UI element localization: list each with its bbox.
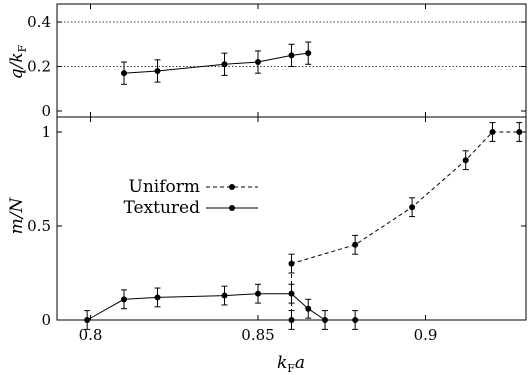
bottom-uniform-point [462,157,469,164]
legend-label-uniform: Uniform [129,177,201,197]
bottom-textured-point [221,292,228,299]
top-series0-point [221,61,228,68]
bottom-panel: 0 0.5 1 0.8 0.85 0.9 [27,116,527,344]
bottom-textured-point [352,317,359,323]
bottom-textured-point [154,294,161,301]
top-ylabel: q/kF [7,44,29,79]
xlabel: kFa [277,353,305,375]
bottom-uniform-point [516,129,523,135]
bottom-uniform-point [489,129,496,135]
bottom-textured-point [84,317,91,323]
top-panel: 0 0.2 0.4 [27,3,527,120]
axis-labels: q/kF m/N kFa [7,44,305,375]
bottom-textured-point [322,317,328,323]
bottom-textured-point [288,290,295,297]
bottom-textured-point [255,290,261,297]
top-series0-point [121,70,127,77]
bottom-textured-point [305,305,312,312]
top-ytick-label: 0 [41,102,51,120]
bottom-textured-line [86,293,356,321]
bottom-uniform-line [291,131,520,320]
top-ytick-label: 0.2 [27,58,51,76]
top-ytick-label: 0.4 [27,13,51,31]
top-series0-line [123,52,309,74]
bottom-ytick-label: 0 [41,311,51,329]
xtick-label: 0.9 [414,326,438,344]
bottom-uniform-point [288,317,295,323]
bottom-uniform-point [352,241,359,248]
bottom-ytick-label: 1 [41,123,51,141]
legend-label-textured: Textured [123,198,200,218]
legend-marker-uniform [229,184,235,190]
bottom-ylabel: m/N [7,197,27,235]
bottom-textured-point [121,296,127,303]
top-series0-point [288,52,295,59]
bottom-ytick-label: 0.5 [27,217,51,235]
bottom-uniform-point [409,204,416,211]
top-series0-point [255,59,261,66]
top-series0-point [305,50,312,57]
xtick-label: 0.8 [79,326,103,344]
legend-marker-textured [229,205,235,211]
top-series0-point [154,67,161,74]
xtick-label: 0.85 [241,326,274,344]
bottom-uniform-point [288,260,295,267]
